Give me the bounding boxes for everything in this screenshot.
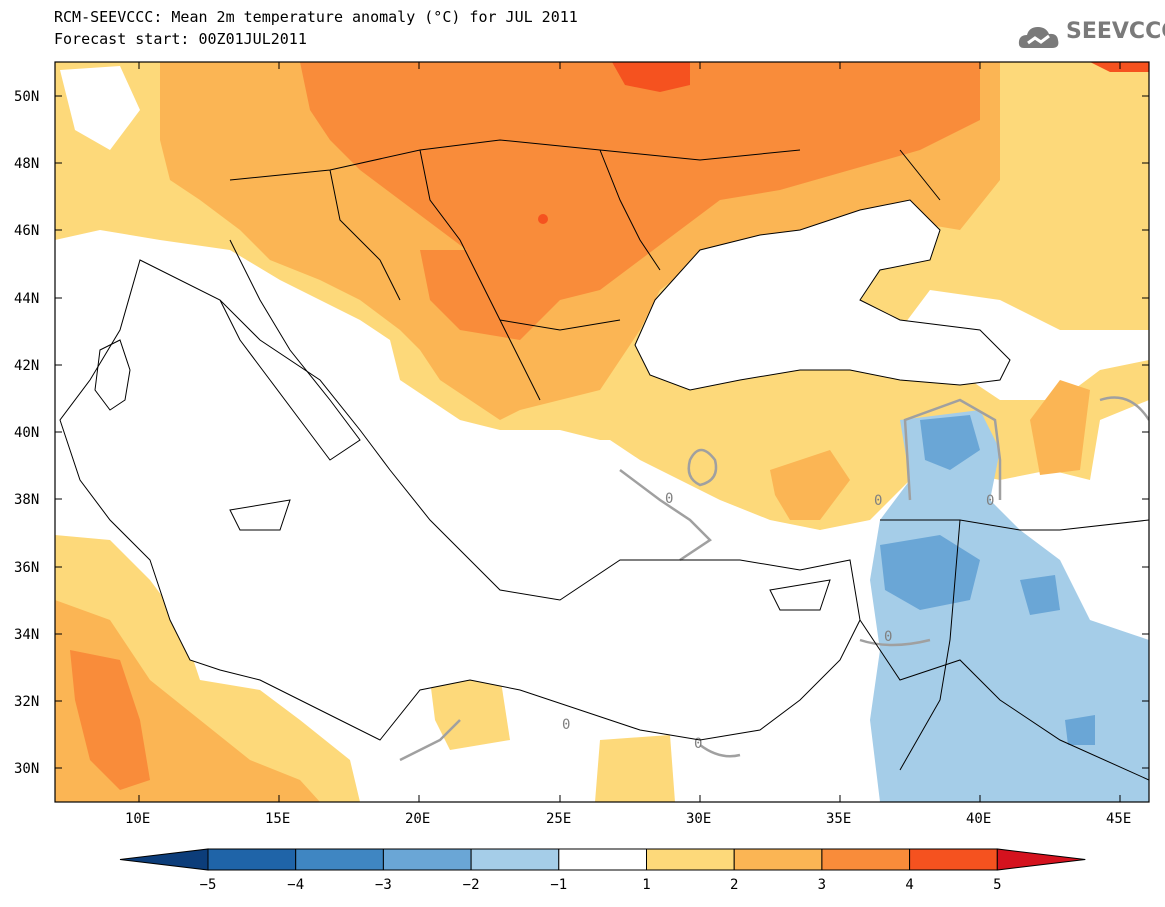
sicily [229,499,291,531]
lat-label: 50N [14,89,39,105]
lat-label: 46N [14,223,39,239]
country-borders [229,139,1149,781]
anomaly-field [55,62,1149,802]
colorbar-label: 4 [905,877,913,893]
corsica-sardinia [94,339,131,411]
colorbar-label: −3 [375,877,392,893]
lon-label: 25E [546,811,571,827]
lon-label: 30E [686,811,711,827]
coastlines-borders [59,139,1149,781]
lat-label: 32N [14,694,39,710]
map-title: RCM-SEEVCCC: Mean 2m temperature anomaly… [54,8,578,26]
lon-label: 10E [125,811,150,827]
colorbar-segment [646,848,735,871]
zero-contour-west-turkey [619,469,712,562]
lat-label: 48N [14,156,39,172]
zero-contour-east-turkey [903,398,1002,501]
contour-label: 0 [665,491,673,507]
zero-contour-loop [687,448,718,487]
seevccc-cloud-logo-icon [1018,27,1059,48]
colorbar: −5 −4 −3 −2 −1 1 2 3 4 5 [119,848,1086,893]
black-sea [635,200,1010,390]
cyprus [769,579,831,611]
zero-contours [399,396,1149,762]
lat-label: 44N [14,291,39,307]
forecast-start-label: Forecast start: 00Z01JUL2011 [54,30,307,48]
colorbar-label: 3 [818,877,826,893]
lat-label: 38N [14,492,39,508]
contour-label: 0 [884,629,892,645]
logo-wordmark: SEEVCCC [1066,19,1165,44]
colorbar-label: 5 [993,877,1001,893]
lat-label: 30N [14,761,39,777]
lon-label: 20E [405,811,430,827]
italy-coast [219,239,361,461]
colorbar-label: −5 [200,877,217,893]
colorbar-segment [295,848,384,871]
colorbar-segment [207,848,297,871]
colorbar-segment [733,848,823,871]
lat-label: 42N [14,358,39,374]
zero-contour-levant [859,638,931,647]
colorbar-segment [470,848,560,871]
colorbar-label: 1 [642,877,650,893]
black-sea-coast [634,199,1011,391]
lon-label: 40E [966,811,991,827]
mediterranean-sea [60,260,860,740]
colorbar-label: −1 [550,877,567,893]
colorbar-segment [821,848,911,871]
lon-ticks [138,62,1121,802]
colorbar-arrow-high [996,848,1086,871]
colorbar-segment [382,848,472,871]
anomaly-neg-2-3-east-turkey [920,415,980,470]
anomaly-neg-2-3-syria [880,535,980,610]
anomaly-neg-1-2-middle-east [870,410,1149,802]
anomaly-4-5-north [612,62,690,92]
lon-label: 45E [1106,811,1131,827]
colorbar-label: 2 [730,877,738,893]
lat-label: 34N [14,627,39,643]
lat-labels: 50N 48N 46N 44N 42N 40N 38N 36N 34N 32N … [14,89,39,777]
colorbar-arrow-low [119,848,209,871]
lon-label: 35E [826,811,851,827]
colorbar-segment [558,848,647,871]
lat-label: 36N [14,560,39,576]
contour-label: 0 [562,717,570,733]
mediterranean-coast [59,259,861,741]
colorbar-label: −2 [463,877,480,893]
lat-ticks [55,95,1149,769]
colorbar-segment [909,848,998,871]
colorbar-label: −4 [287,877,304,893]
zero-contour-caucasus [1099,396,1149,421]
contour-label: 0 [874,493,882,509]
contour-label: 0 [694,736,702,752]
lat-label: 40N [14,425,39,441]
anomaly-3-4-core [300,62,980,300]
lon-label: 15E [265,811,290,827]
lon-labels: 10E 15E 20E 25E 30E 35E 40E 45E [125,811,1131,827]
contour-label: 0 [986,493,994,509]
